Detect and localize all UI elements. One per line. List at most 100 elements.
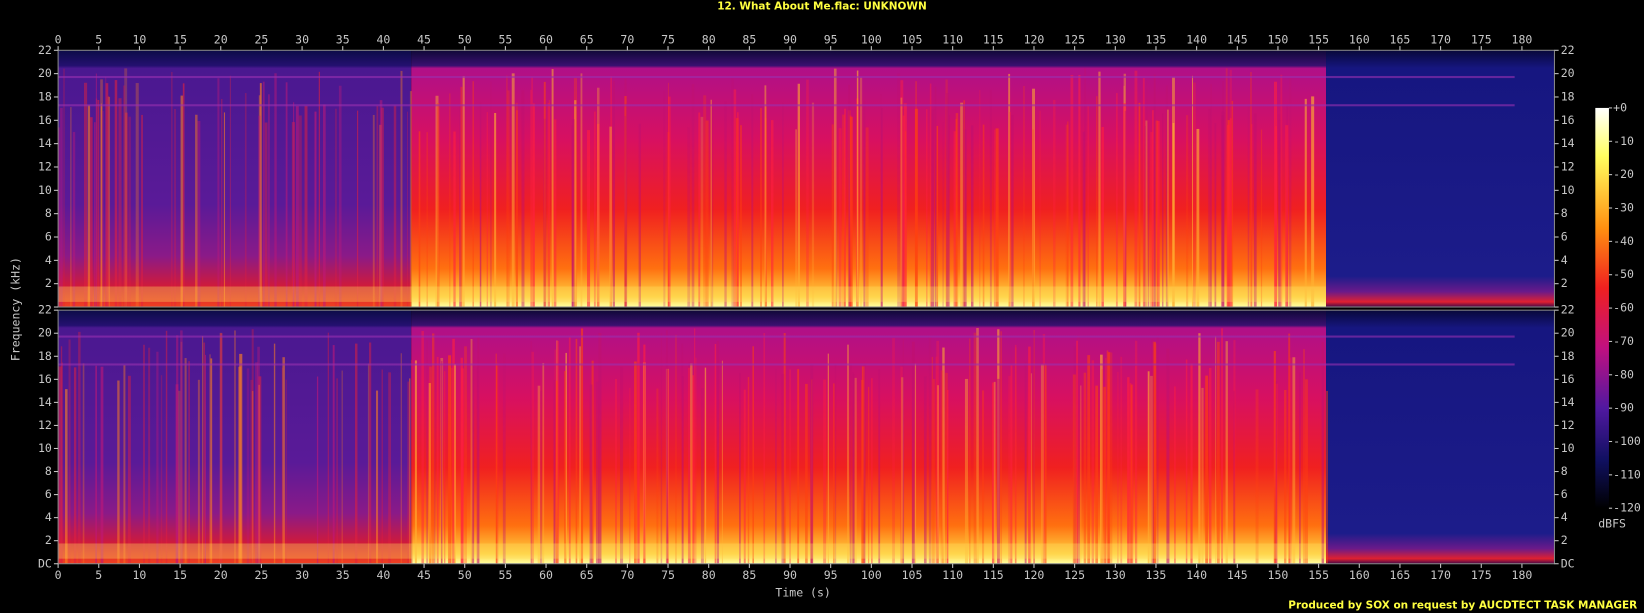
x-tick-label: 155 [1308, 32, 1329, 46]
stripe [1221, 328, 1223, 564]
stripe [441, 361, 443, 564]
stripe [108, 95, 110, 308]
stripe [782, 102, 784, 308]
stripe [844, 108, 846, 308]
stripe [452, 338, 455, 564]
stripe [1157, 120, 1160, 308]
stripe [1100, 354, 1103, 564]
stripe [174, 108, 177, 308]
stripe [68, 339, 71, 564]
stripe [710, 99, 712, 308]
stripe [960, 102, 964, 308]
stripe [1078, 74, 1081, 308]
stripe [863, 362, 866, 564]
stripe [1014, 344, 1017, 564]
y-tick-label: 14 [38, 395, 52, 409]
stripe [341, 370, 343, 564]
stripe [714, 343, 717, 564]
stripe [407, 381, 410, 564]
stripe [1039, 110, 1041, 308]
stripe [554, 349, 557, 564]
y-tick-label: 12 [1561, 418, 1575, 432]
stripe [202, 335, 204, 564]
stripe [58, 127, 60, 308]
stripe [1077, 335, 1080, 564]
stripe [1229, 118, 1232, 308]
stripe [681, 376, 684, 564]
stripe [496, 362, 499, 564]
stripe [929, 83, 932, 308]
stripe [60, 346, 63, 564]
x-tick-label: 170 [1430, 568, 1451, 582]
stripe [547, 102, 550, 308]
x-tick-label: 70 [620, 32, 634, 46]
x-tick-label: 15 [173, 568, 187, 582]
x-tick-label: 75 [661, 568, 675, 582]
stripe [95, 73, 97, 308]
stripe [1095, 385, 1099, 564]
stripe [638, 123, 641, 308]
stripe [687, 367, 691, 564]
x-tick-label: 30 [295, 568, 309, 582]
stripe [209, 354, 211, 564]
stripe [834, 363, 837, 564]
colorbar [1595, 107, 1609, 509]
y-tick-label: 18 [38, 89, 52, 103]
stripe [542, 362, 545, 564]
stripe [923, 376, 927, 564]
stripe [575, 338, 578, 564]
stripe [165, 330, 168, 564]
y-tick-label: 8 [45, 464, 52, 478]
y-tick-label: 14 [38, 136, 52, 150]
stripe [665, 330, 668, 564]
stripe [969, 338, 971, 564]
stripe [400, 70, 403, 308]
x-tick-label: 35 [336, 568, 350, 582]
region [58, 310, 412, 564]
stripe [991, 382, 995, 564]
y-tick-label: 18 [1561, 349, 1575, 363]
stripe [1070, 74, 1074, 308]
stripe [156, 351, 159, 564]
stripe [548, 100, 550, 308]
stripe [982, 390, 985, 564]
x-tick-label: 60 [539, 568, 553, 582]
y-tick-label: 16 [1561, 113, 1575, 127]
colorbar-tick-label: -80 [1613, 367, 1634, 381]
stripe [1167, 109, 1169, 308]
stripe [410, 359, 413, 564]
stripe [1131, 384, 1134, 564]
stripe [454, 364, 456, 564]
stripe [1247, 104, 1250, 308]
x-tick-label: 95 [824, 568, 838, 582]
y-tick-label: 16 [38, 113, 52, 127]
stripe [450, 367, 453, 564]
stripe [587, 130, 591, 308]
stripe [1103, 386, 1106, 564]
y-tick-label: 8 [45, 206, 52, 220]
stripe [624, 96, 627, 308]
stripe [643, 344, 646, 564]
stripe [914, 363, 917, 564]
stripe [124, 68, 128, 308]
x-tick-label: 10 [132, 568, 146, 582]
stripe [1150, 375, 1153, 564]
y-tick-label: 22 [1561, 303, 1575, 317]
stripe [1278, 119, 1281, 308]
stripe [477, 337, 480, 564]
stripe [323, 104, 326, 308]
stripe [1107, 352, 1111, 564]
stripe [100, 103, 102, 308]
stripe [250, 379, 254, 564]
stripe [1174, 386, 1176, 564]
stripe [379, 100, 383, 308]
stripe [942, 122, 944, 308]
stripe [1275, 383, 1278, 564]
x-tick-label: 25 [254, 568, 268, 582]
stripe [188, 361, 190, 564]
stripe [789, 369, 791, 564]
stripe [1151, 339, 1155, 564]
frame [57, 309, 1555, 565]
stripe [1205, 375, 1209, 564]
stripe [1153, 343, 1157, 564]
